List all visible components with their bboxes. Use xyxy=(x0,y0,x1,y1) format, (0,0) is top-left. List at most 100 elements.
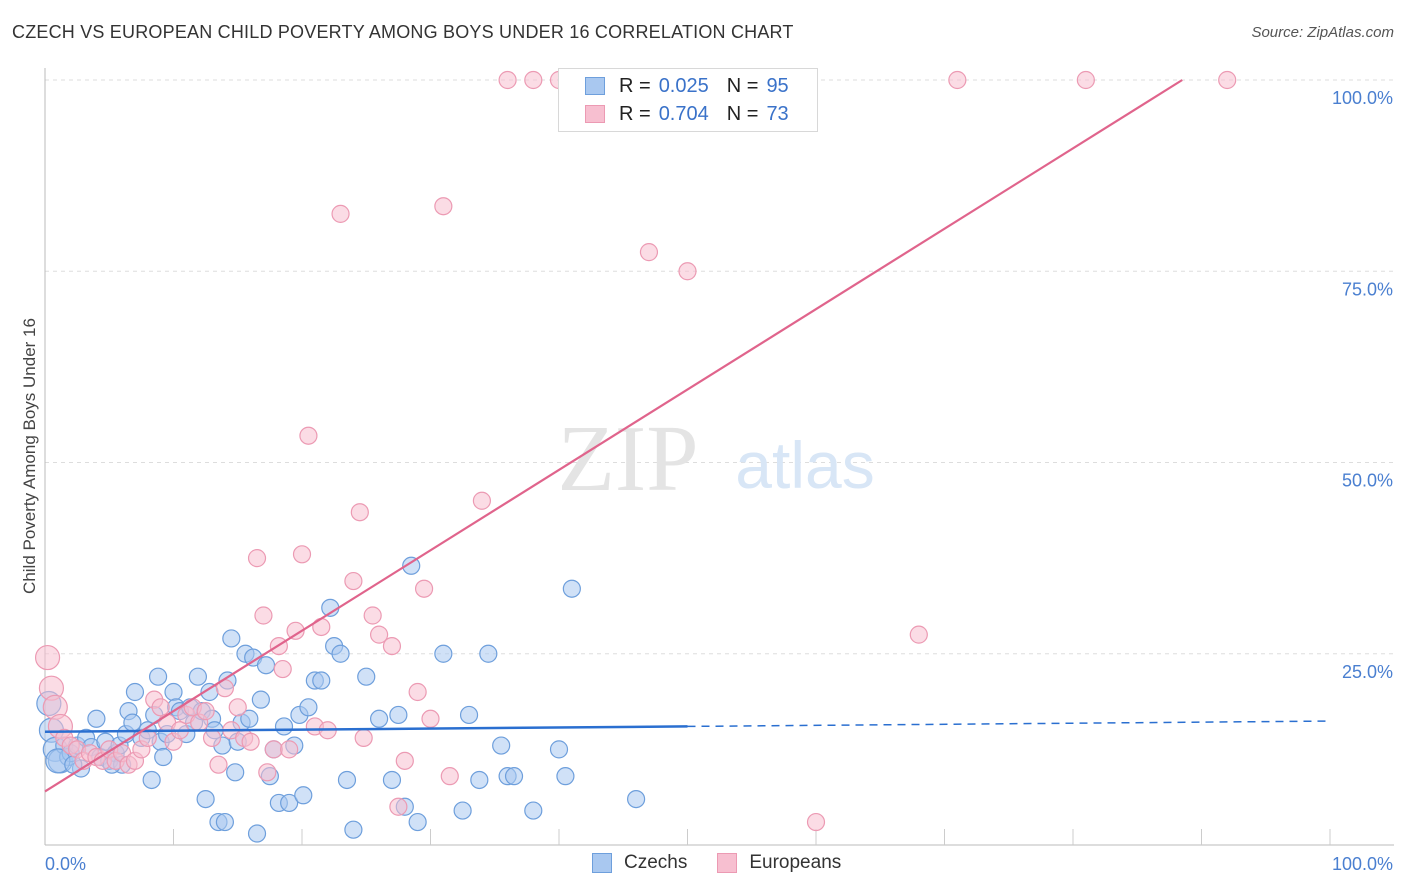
trend-layer xyxy=(44,79,1331,793)
europeans-legend-swatch xyxy=(717,853,738,873)
european-point xyxy=(354,728,373,748)
czech-point xyxy=(382,770,402,790)
czech-point xyxy=(389,705,408,725)
czech-point xyxy=(240,709,259,728)
czech-point xyxy=(331,644,350,663)
european-point xyxy=(312,617,331,637)
czech-point xyxy=(188,667,208,686)
european-point xyxy=(299,426,318,445)
european-point xyxy=(344,571,363,591)
czech-point xyxy=(247,824,267,843)
czech-point xyxy=(125,682,145,702)
european-point xyxy=(440,767,459,786)
czech-point xyxy=(280,793,299,813)
czech-point xyxy=(370,709,389,728)
czechs-n-value: 95 xyxy=(766,74,789,97)
czech-point xyxy=(408,812,427,832)
czechs-r-label: R = xyxy=(619,74,651,97)
european-point xyxy=(909,625,928,644)
european-point xyxy=(1076,70,1095,90)
watermark: ZIP atlas xyxy=(558,407,875,511)
european-point xyxy=(264,740,283,759)
czech-point xyxy=(256,656,276,675)
european-point xyxy=(1218,70,1237,90)
european-point xyxy=(34,644,61,671)
x-tick-label-max: 100.0% xyxy=(1332,854,1393,874)
legend-item-europeans[interactable]: Europeans xyxy=(717,852,841,874)
european-point xyxy=(414,579,434,598)
y-tick-label-100: 100.0% xyxy=(1332,88,1393,108)
european-point xyxy=(524,70,543,90)
y-tick-label-25: 25.0% xyxy=(1342,662,1393,682)
czechs-trend-extension xyxy=(687,720,1331,728)
czech-point xyxy=(562,579,581,598)
watermark-atlas: atlas xyxy=(735,428,874,502)
europeans-legend-label: Europeans xyxy=(749,852,842,873)
european-point xyxy=(228,698,247,717)
tick-label-layer: 25.0% 50.0% 75.0% 100.0% 0.0% 100.0% xyxy=(45,88,1393,874)
european-point xyxy=(948,70,967,90)
y-tick-label-75: 75.0% xyxy=(1342,279,1393,299)
czech-point xyxy=(402,556,421,575)
czech-point xyxy=(154,747,173,767)
czech-point xyxy=(556,767,575,786)
european-point xyxy=(408,682,427,702)
series-legend: Czechs Europeans xyxy=(592,852,871,874)
czechs-legend-label: Czechs xyxy=(624,852,688,873)
europeans-n-value: 73 xyxy=(766,102,789,125)
czechs-swatch xyxy=(585,77,605,95)
czech-point xyxy=(87,709,106,728)
czech-point xyxy=(434,644,453,663)
europeans-swatch xyxy=(585,105,605,123)
czech-point xyxy=(459,705,479,725)
czech-point xyxy=(274,717,294,736)
czechs-r-value: 0.025 xyxy=(658,74,709,97)
axis-layer xyxy=(44,68,1394,846)
european-point xyxy=(421,709,440,728)
czech-point xyxy=(344,820,363,839)
czech-point xyxy=(312,671,331,690)
czech-point xyxy=(504,767,524,786)
european-point xyxy=(331,204,350,223)
points-layer xyxy=(34,70,1237,843)
czech-point xyxy=(294,786,313,805)
european-point xyxy=(639,243,659,262)
czech-point xyxy=(626,789,646,809)
european-point xyxy=(258,763,277,782)
european-point xyxy=(498,70,517,90)
european-point xyxy=(241,732,260,751)
czechs-trend-line xyxy=(44,725,688,734)
european-point xyxy=(196,702,215,721)
czech-point xyxy=(164,682,183,702)
czech-point xyxy=(549,740,569,759)
source-credit: Source: ZipAtlas.com xyxy=(1251,24,1394,41)
europeans-n-label: N = xyxy=(726,102,759,125)
european-point xyxy=(389,797,408,816)
european-point xyxy=(350,503,369,522)
y-axis-label: Child Poverty Among Boys Under 16 xyxy=(20,318,39,594)
european-point xyxy=(209,755,228,774)
czech-point xyxy=(142,770,161,790)
legend-item-czechs[interactable]: Czechs xyxy=(592,852,687,874)
european-point xyxy=(806,812,826,832)
europeans-r-value: 0.704 xyxy=(658,102,709,125)
correlation-legend: R = 0.025 N = 95 R = 0.704 N = 73 xyxy=(558,68,818,132)
czech-point xyxy=(479,644,498,663)
european-point xyxy=(247,549,267,568)
europeans-trend-line xyxy=(44,79,1183,793)
european-point xyxy=(138,728,157,748)
european-point xyxy=(370,625,389,644)
y-tick-label-50: 50.0% xyxy=(1342,471,1393,491)
european-point xyxy=(382,636,402,656)
czech-point xyxy=(337,770,357,790)
european-point xyxy=(273,659,292,679)
european-point xyxy=(286,621,305,640)
legend-row-czechs: R = 0.025 N = 95 xyxy=(585,74,789,98)
european-point xyxy=(292,545,312,564)
czech-point xyxy=(453,801,472,820)
european-point xyxy=(280,740,299,759)
czechs-n-label: N = xyxy=(726,74,759,97)
european-point xyxy=(363,606,382,625)
european-point xyxy=(472,491,491,510)
europeans-r-label: R = xyxy=(619,102,651,125)
